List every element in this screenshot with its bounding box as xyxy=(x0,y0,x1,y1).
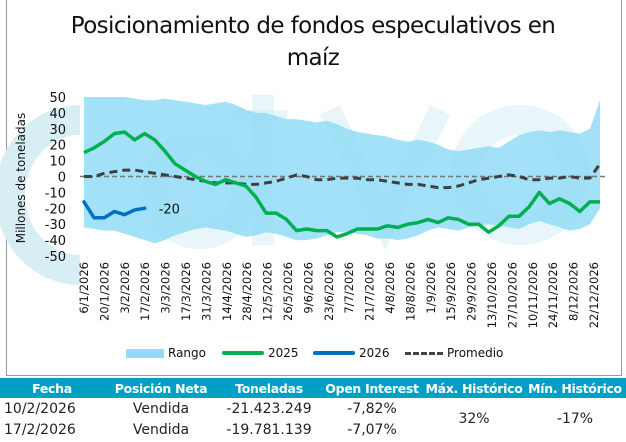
y-tick-label: 10 xyxy=(49,155,66,170)
x-tick-label: 7/7/2026 xyxy=(342,262,356,314)
chart-title-line-2: maíz xyxy=(286,45,340,71)
series-promedio-line xyxy=(84,162,602,190)
x-tick-label: 6/1/2026 xyxy=(77,262,91,314)
cell-open-interest: -7,07% xyxy=(347,421,397,438)
cell-posicion-neta: Vendida xyxy=(132,421,190,438)
x-tick-label: 8/12/2026 xyxy=(567,262,581,321)
legend-item-2025: 2025 xyxy=(222,346,299,360)
header-min-historico: Mín. Histórico xyxy=(524,378,626,398)
x-tick-label: 21/7/2026 xyxy=(363,262,377,321)
series-2026-line xyxy=(82,200,147,220)
cell-min-historico: -17% xyxy=(556,411,594,427)
y-tick-label: 40 xyxy=(49,107,66,122)
legend-swatch-promedio xyxy=(405,351,443,355)
legend-item-2026: 2026 xyxy=(313,346,390,360)
legend-label-rango: Rango xyxy=(168,346,206,360)
y-tick-label: -10 xyxy=(45,186,66,201)
header-max-historico: Máx. Histórico xyxy=(424,378,524,398)
x-tick-label: 3/2/2026 xyxy=(118,262,132,314)
header-open-interest: Open Interest xyxy=(320,378,424,398)
cell-open-interest: -7,82% xyxy=(347,400,397,417)
header-fecha: Fecha xyxy=(0,378,104,398)
x-tick-label: 9/6/2026 xyxy=(301,262,315,314)
cell-posicion-neta: Vendida xyxy=(132,400,190,417)
y-tick-label: 0 xyxy=(58,171,66,186)
y-tick-label: -30 xyxy=(45,218,66,233)
x-tick-label: 14/4/2026 xyxy=(220,262,234,321)
y-tick-label: 30 xyxy=(49,123,66,138)
y-tick-label: 50 xyxy=(49,91,66,106)
y-tick-label: 20 xyxy=(49,139,66,154)
x-tick-label: 3/3/2026 xyxy=(159,262,173,314)
cell-toneladas: -21.423.249 xyxy=(226,400,312,417)
x-tick-label: 29/9/2026 xyxy=(465,262,479,321)
header-posicion-neta: Posición Neta xyxy=(104,378,218,398)
legend-label-promedio: Promedio xyxy=(447,346,504,360)
x-tick-label: 27/10/2026 xyxy=(505,262,519,328)
x-tick-label: 17/3/2026 xyxy=(179,262,193,321)
legend-swatch-rango xyxy=(126,348,164,358)
legend-swatch-2025 xyxy=(222,351,264,355)
y-axis-label: Millones de toneladas xyxy=(14,112,28,244)
table-row: 10/2/2026 Vendida -21.423.249 -7,82% 32%… xyxy=(0,398,626,428)
y-tick-label: -20 xyxy=(45,202,66,217)
x-tick-label: 26/5/2026 xyxy=(281,262,295,321)
x-tick-label: 13/10/2026 xyxy=(485,262,499,328)
x-tick-label: 31/3/2026 xyxy=(199,262,213,321)
chart-title: Posicionamiento de fondos especulativos … xyxy=(0,10,626,74)
series-2025-line xyxy=(83,130,600,239)
x-tick-label: 18/8/2026 xyxy=(403,262,417,321)
x-tick-label: 20/1/2026 xyxy=(97,262,111,321)
x-tick-label: 22/12/2026 xyxy=(587,262,601,328)
chart-title-line-1: Posicionamiento de fondos especulativos … xyxy=(70,13,556,39)
legend-swatch-2026 xyxy=(313,351,355,355)
x-tick-label: 28/4/2026 xyxy=(240,262,254,321)
x-tick-label: 10/11/2026 xyxy=(526,262,540,328)
watermark-arc-left xyxy=(0,105,81,285)
legend: Rango 2025 2026 Promedio xyxy=(0,342,626,364)
cell-fecha: 10/2/2026 xyxy=(4,400,76,417)
series-rango-area xyxy=(84,97,600,244)
y-tick-label: -50 xyxy=(45,250,66,265)
legend-label-2025: 2025 xyxy=(268,346,299,360)
table-header-row: Fecha Posición Neta Toneladas Open Inter… xyxy=(0,378,626,398)
y-tick-label: -40 xyxy=(45,234,66,249)
x-tick-label: 23/6/2026 xyxy=(322,262,336,321)
header-toneladas: Toneladas xyxy=(218,378,320,398)
table-row: 17/2/2026 Vendida -19.781.139 -7,07% xyxy=(0,419,626,440)
series-2026-last-label: -20 xyxy=(159,202,180,217)
x-tick-label: 24/11/2026 xyxy=(546,262,560,328)
positions-table: Fecha Posición Neta Toneladas Open Inter… xyxy=(0,378,626,440)
x-tick-label: 4/8/2026 xyxy=(383,262,397,314)
cell-max-historico: 32% xyxy=(458,411,490,427)
legend-item-promedio: Promedio xyxy=(405,346,503,360)
cell-fecha: 17/2/2026 xyxy=(4,421,76,438)
x-tick-label: 17/2/2026 xyxy=(138,262,152,321)
legend-label-2026: 2026 xyxy=(359,346,390,360)
x-tick-label: 1/9/2026 xyxy=(424,262,438,314)
x-tick-label: 12/5/2026 xyxy=(261,262,275,321)
x-tick-label: 15/9/2026 xyxy=(444,262,458,321)
cell-toneladas: -19.781.139 xyxy=(226,421,312,438)
legend-item-rango: Rango xyxy=(126,346,206,360)
